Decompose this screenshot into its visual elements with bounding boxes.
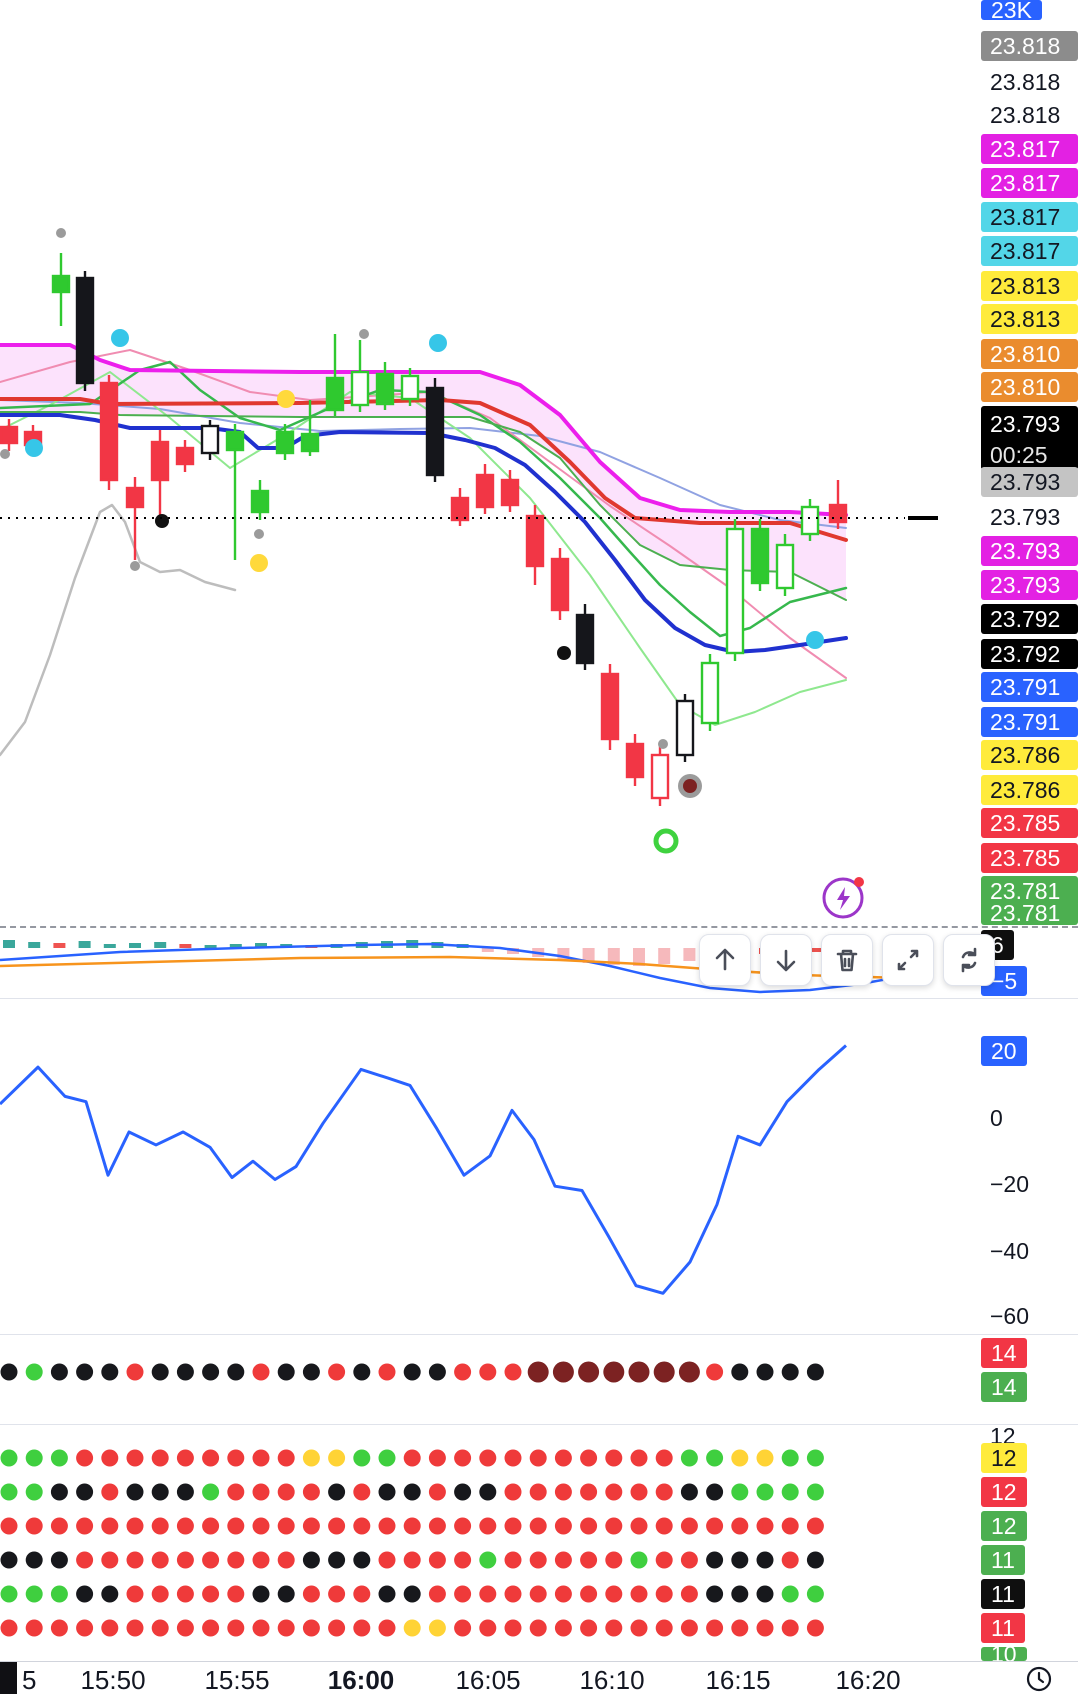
pane-separator[interactable] bbox=[0, 998, 1078, 999]
pane-divider-draggable[interactable] bbox=[0, 926, 1078, 928]
time-label: 16:20 bbox=[835, 1665, 901, 1694]
delete-button[interactable] bbox=[821, 934, 873, 986]
candlesticks bbox=[0, 253, 848, 806]
arrow-up-icon bbox=[715, 948, 735, 971]
quick-trade-button[interactable] bbox=[819, 872, 867, 920]
arrow-down-icon bbox=[776, 949, 796, 972]
gray-line-line bbox=[0, 503, 237, 757]
expand-icon bbox=[897, 949, 919, 971]
oscillator-line bbox=[0, 1044, 847, 1295]
ichimoku-cloud bbox=[0, 345, 846, 600]
replay-button[interactable] bbox=[943, 934, 995, 986]
resize-pane-button[interactable] bbox=[882, 934, 934, 986]
time-label: 16:05 bbox=[455, 1665, 521, 1694]
notification-dot bbox=[854, 877, 864, 887]
pane-separator[interactable] bbox=[0, 1424, 1078, 1425]
blue-ma-line bbox=[0, 413, 848, 654]
trash-icon bbox=[836, 949, 858, 972]
time-label: 15:55 bbox=[204, 1665, 270, 1694]
time-axis[interactable]: 5 15:50 15:55 16:00 16:05 16:10 16:15 16:20 bbox=[0, 1661, 1078, 1694]
clock-icon[interactable] bbox=[1024, 1664, 1054, 1694]
time-axis-left-block bbox=[0, 1662, 17, 1694]
time-label-clipped: 5 bbox=[22, 1665, 37, 1694]
loop-icon bbox=[961, 947, 977, 973]
chart-toolbar bbox=[699, 934, 995, 986]
time-label: 16:10 bbox=[579, 1665, 645, 1694]
cloud-upper-line bbox=[0, 343, 848, 517]
chart-markers bbox=[0, 228, 824, 854]
time-label: 15:50 bbox=[80, 1665, 146, 1694]
time-label: 16:15 bbox=[705, 1665, 771, 1694]
signal-dot-matrix-1 bbox=[0, 1361, 824, 1383]
scroll-up-button[interactable] bbox=[699, 934, 751, 986]
lightning-bolt-icon bbox=[837, 887, 850, 910]
pane-separator[interactable] bbox=[0, 1334, 1078, 1335]
lightblue-ma-line bbox=[0, 399, 847, 529]
signal-dot-matrix-2 bbox=[0, 1449, 824, 1637]
scroll-down-button[interactable] bbox=[760, 934, 812, 986]
time-label: 16:00 bbox=[327, 1665, 395, 1694]
